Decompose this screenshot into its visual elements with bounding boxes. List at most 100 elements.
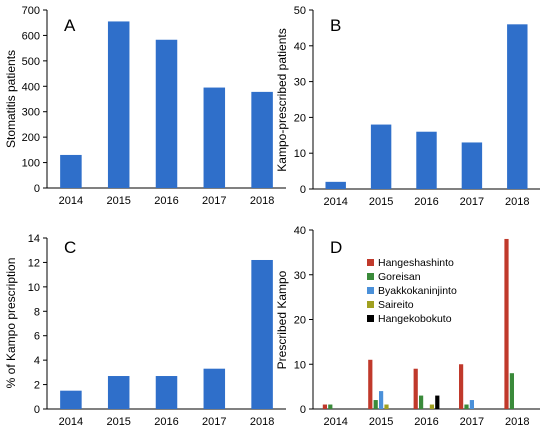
bar [370, 124, 392, 189]
x-tick-label: 2017 [460, 416, 484, 428]
legend-label: Saireito [378, 299, 414, 311]
x-tick-label: 2015 [369, 196, 393, 208]
x-tick-label: 2016 [414, 196, 438, 208]
y-tick-label: 500 [22, 56, 40, 68]
x-tick-label: 2015 [369, 416, 393, 428]
y-tick-label: 4 [34, 355, 40, 367]
legend-swatch [367, 287, 374, 294]
chart-panel-b: 0 10 20 30 40 50 2014 2015 2016 2017 2018 Kampo-pre… [275, 5, 540, 208]
y-tick-label: 40 [294, 41, 306, 53]
bar-goreisan [419, 395, 424, 409]
y-tick-label: 50 [294, 5, 306, 17]
bar-hangeshashinto [368, 359, 373, 409]
y-tick-label: 10 [294, 148, 306, 160]
bar-goreisan [373, 400, 378, 409]
legend-swatch [367, 273, 374, 280]
bar [155, 39, 178, 188]
x-tick-label: 2018 [505, 196, 529, 208]
y-tick-label: 400 [22, 81, 40, 93]
y-tick-label: 100 [22, 158, 40, 170]
y-axis-label: % of Kampo prescription [4, 258, 18, 389]
bar-goreisan [464, 404, 469, 409]
bar-goreisan [328, 404, 333, 409]
bar-saireito [384, 404, 389, 409]
legend-swatch [367, 259, 374, 266]
bar-hangeshashinto [413, 368, 418, 409]
y-tick-label: 600 [22, 30, 40, 42]
x-tick-label: 2017 [202, 195, 226, 207]
x-tick-label: 2014 [323, 416, 347, 428]
y-tick-label: 0 [300, 184, 306, 196]
y-axis-label: Stomatitis patients [4, 50, 18, 148]
bar-hangeshashinto [322, 404, 327, 409]
bar-hangeshashinto [504, 238, 509, 409]
y-tick-label: 0 [34, 183, 40, 195]
bar-saireito [429, 404, 434, 409]
y-tick-label: 300 [22, 107, 40, 119]
y-tick-label: 700 [22, 5, 40, 17]
bar-byakkokaninjinto [379, 391, 384, 409]
bar [203, 87, 226, 188]
bar [251, 91, 273, 188]
x-tick-label: 2018 [250, 195, 274, 207]
y-tick-label: 8 [34, 306, 40, 318]
bar [107, 21, 130, 189]
bar-goreisan [509, 373, 514, 409]
bar [507, 24, 528, 189]
x-tick-label: 2017 [202, 416, 226, 428]
bar [251, 259, 273, 409]
legend-swatch [367, 301, 374, 308]
y-tick-label: 0 [34, 404, 40, 416]
y-tick-label: 200 [22, 132, 40, 144]
y-tick-label: 20 [294, 112, 306, 124]
x-tick-label: 2017 [460, 196, 484, 208]
legend-label: Hangeshashinto [378, 257, 454, 269]
y-tick-label: 30 [294, 270, 306, 282]
bar [325, 181, 346, 189]
x-tick-label: 2014 [59, 416, 83, 428]
y-tick-label: 14 [28, 233, 40, 245]
chart-panel-c: 0 2 4 6 8 10 12 14 2014 2015 2016 2017 2018 % of Kamp… [4, 233, 286, 428]
y-tick-label: 10 [294, 359, 306, 371]
bar [155, 376, 178, 409]
bar [60, 390, 82, 409]
panel-letter: B [330, 16, 341, 35]
bar [416, 131, 437, 189]
chart-panel-d: 0 10 20 30 40 2014 2015 2016 2017 2018 Prescribed … [275, 225, 540, 428]
legend-label: Hangekobokuto [378, 313, 452, 325]
bar [461, 142, 483, 189]
legend-label: Goreisan [378, 271, 421, 283]
legend-label: Byakkokaninjinto [378, 285, 457, 297]
x-tick-label: 2016 [154, 416, 178, 428]
x-tick-label: 2018 [250, 416, 274, 428]
y-tick-label: 40 [294, 225, 306, 237]
bar-hangeshashinto [459, 364, 464, 409]
x-tick-label: 2014 [323, 196, 347, 208]
bar [203, 368, 226, 409]
y-tick-label: 2 [34, 380, 40, 392]
x-tick-label: 2016 [414, 416, 438, 428]
x-tick-label: 2018 [505, 416, 529, 428]
x-tick-label: 2015 [106, 195, 130, 207]
bar-hangekobokuto [435, 395, 440, 409]
y-tick-label: 30 [294, 77, 306, 89]
y-tick-label: 20 [294, 315, 306, 327]
y-tick-label: 10 [28, 282, 40, 294]
panel-letter: C [64, 238, 76, 257]
y-axis-label: Prescribed Kampo [275, 270, 289, 369]
panel-letter: D [330, 238, 342, 257]
bar [107, 376, 130, 409]
x-tick-label: 2015 [106, 416, 130, 428]
y-tick-label: 12 [28, 257, 40, 269]
bar [60, 154, 82, 188]
y-tick-label: 6 [34, 331, 40, 343]
chart-panel-a: 0 100 200 300 400 500 600 700 2014 2015 2016 2017 20… [4, 5, 286, 207]
y-axis-label: Kampo-prescribed patients [275, 28, 289, 171]
panel-letter: A [64, 16, 76, 35]
x-tick-label: 2014 [59, 195, 83, 207]
legend-swatch [367, 315, 374, 322]
x-tick-label: 2016 [154, 195, 178, 207]
y-tick-label: 0 [300, 404, 306, 416]
bar-byakkokaninjinto [469, 400, 474, 409]
